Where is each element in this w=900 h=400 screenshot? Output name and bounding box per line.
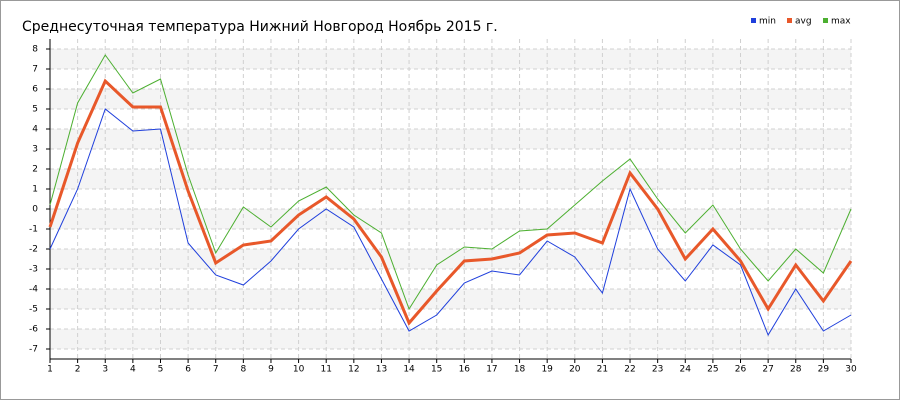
y-tick-label: 3: [32, 145, 38, 155]
x-tick-label: 9: [268, 365, 274, 375]
x-tick-label: 16: [459, 365, 471, 375]
y-tick-label: 0: [32, 205, 38, 215]
y-tick-label: -3: [29, 265, 38, 275]
x-tick-label: 8: [240, 365, 246, 375]
x-tick-label: 5: [158, 365, 164, 375]
y-tick-label: 5: [32, 105, 38, 115]
legend-label: max: [831, 17, 851, 27]
x-tick-label: 30: [845, 365, 857, 375]
y-tick-label: 2: [32, 165, 38, 175]
series-line: [49, 54, 852, 311]
x-tick-label: 10: [293, 365, 305, 375]
legend-swatch: [823, 18, 828, 23]
x-tick-label: 24: [680, 365, 692, 375]
band: [50, 89, 851, 109]
legend-label: avg: [795, 17, 812, 27]
band: [50, 209, 851, 229]
y-tick-label: -1: [29, 225, 38, 235]
band: [50, 169, 851, 189]
x-tick-label: 27: [762, 365, 773, 375]
y-tick-label: 6: [32, 85, 38, 95]
legend-swatch: [751, 18, 756, 23]
y-tick-label: -4: [29, 285, 38, 295]
y-tick-label: -6: [29, 325, 38, 335]
x-tick-label: 28: [790, 365, 802, 375]
legend-swatch: [787, 18, 792, 23]
x-tick-label: 12: [348, 365, 359, 375]
x-tick-label: 4: [130, 365, 136, 375]
bands: [50, 49, 851, 349]
band: [50, 129, 851, 149]
y-tick-label: -7: [29, 345, 38, 355]
x-tick-label: 25: [707, 365, 718, 375]
y-tick-label: -5: [29, 305, 38, 315]
x-tick-label: 13: [376, 365, 387, 375]
x-tick-label: 26: [735, 365, 747, 375]
y-tick-label: 4: [32, 125, 38, 135]
band: [50, 49, 851, 69]
x-tick-label: 23: [652, 365, 663, 375]
x-tick-label: 19: [541, 365, 553, 375]
y-tick-label: 1: [32, 185, 38, 195]
band: [50, 249, 851, 269]
series-line: [48, 78, 853, 326]
x-tick-label: 18: [514, 365, 526, 375]
y-tick-label: -2: [29, 245, 38, 255]
band: [50, 329, 851, 349]
x-tick-label: 3: [102, 365, 108, 375]
legend-label: min: [759, 17, 776, 27]
x-tick-label: 20: [569, 365, 581, 375]
y-tick-label: 8: [32, 45, 38, 55]
x-tick-label: 15: [431, 365, 442, 375]
x-tick-label: 29: [818, 365, 830, 375]
series-line: [49, 108, 852, 337]
x-tick-label: 21: [597, 365, 608, 375]
x-tick-label: 2: [75, 365, 81, 375]
x-tick-label: 17: [486, 365, 497, 375]
x-tick-label: 11: [320, 365, 331, 375]
y-tick-label: 7: [32, 65, 38, 75]
x-tick-label: 1: [47, 365, 53, 375]
chart-title: Среднесуточная температура Нижний Новгор…: [22, 19, 498, 35]
x-tick-label: 6: [185, 365, 191, 375]
x-tick-label: 14: [403, 365, 415, 375]
x-tick-label: 22: [624, 365, 635, 375]
x-tick-label: 7: [213, 365, 219, 375]
